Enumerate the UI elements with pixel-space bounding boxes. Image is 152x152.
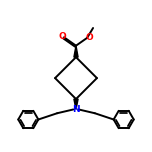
Polygon shape [74,46,78,57]
Text: O: O [85,33,93,42]
Polygon shape [74,99,78,109]
Text: N: N [72,105,80,114]
Text: O: O [58,32,66,41]
